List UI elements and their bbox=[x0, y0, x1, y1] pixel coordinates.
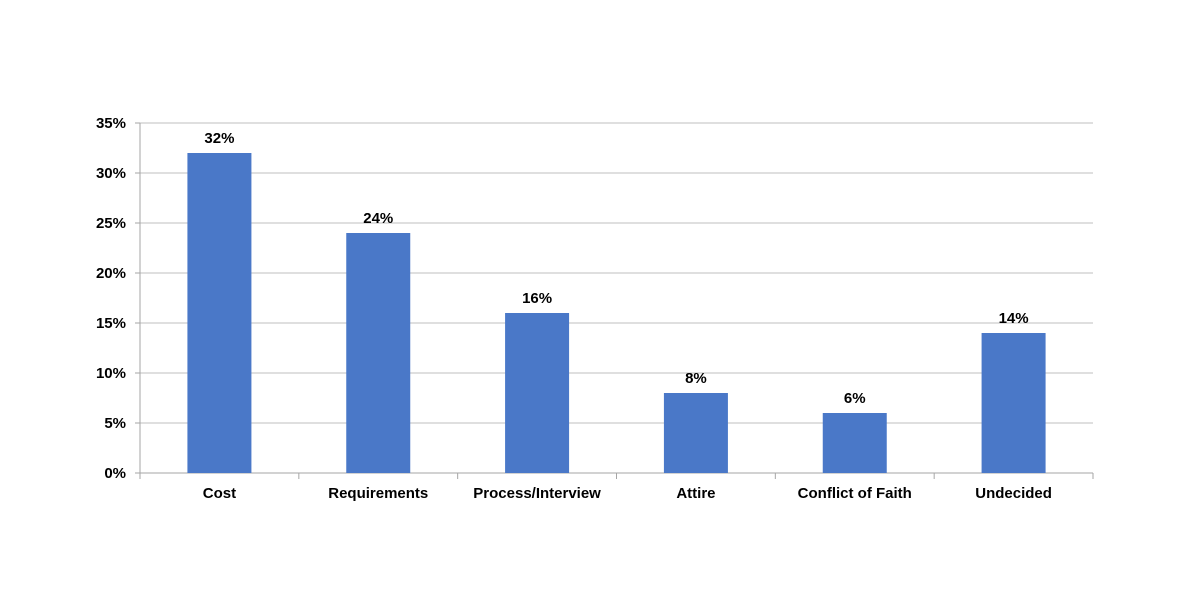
bar bbox=[981, 333, 1046, 473]
bars bbox=[187, 153, 1046, 473]
y-tick-label: 5% bbox=[104, 415, 126, 432]
bar bbox=[187, 153, 252, 473]
bar bbox=[505, 313, 570, 473]
data-label: 24% bbox=[363, 210, 393, 227]
bar bbox=[663, 393, 728, 473]
data-label: 32% bbox=[204, 130, 234, 147]
x-category-label: Attire bbox=[676, 485, 715, 502]
bar bbox=[346, 233, 411, 473]
y-tick-label: 0% bbox=[104, 465, 126, 482]
x-category-label: Conflict of Faith bbox=[798, 485, 912, 502]
y-tick-label: 10% bbox=[96, 365, 126, 382]
y-tick-label: 30% bbox=[96, 165, 126, 182]
labels: 0% 5% 10% 15% 20% 25% 30% 35% 32% Cost 24% Requirem… bbox=[96, 115, 1052, 502]
x-category-label: Requirements bbox=[328, 485, 428, 502]
x-category-label: Process/Interview bbox=[473, 485, 601, 502]
y-tick-label: 35% bbox=[96, 115, 126, 132]
y-tick-label: 25% bbox=[96, 215, 126, 232]
x-category-label: Undecided bbox=[975, 485, 1052, 502]
data-label: 14% bbox=[999, 310, 1029, 327]
y-tick-label: 20% bbox=[96, 265, 126, 282]
data-label: 8% bbox=[685, 370, 707, 387]
gridlines bbox=[140, 122, 1093, 424]
data-label: 6% bbox=[844, 390, 866, 407]
bar bbox=[822, 413, 887, 473]
y-tick-label: 15% bbox=[96, 315, 126, 332]
axes bbox=[135, 122, 1094, 479]
data-label: 16% bbox=[522, 290, 552, 307]
x-category-label: Cost bbox=[203, 485, 236, 502]
